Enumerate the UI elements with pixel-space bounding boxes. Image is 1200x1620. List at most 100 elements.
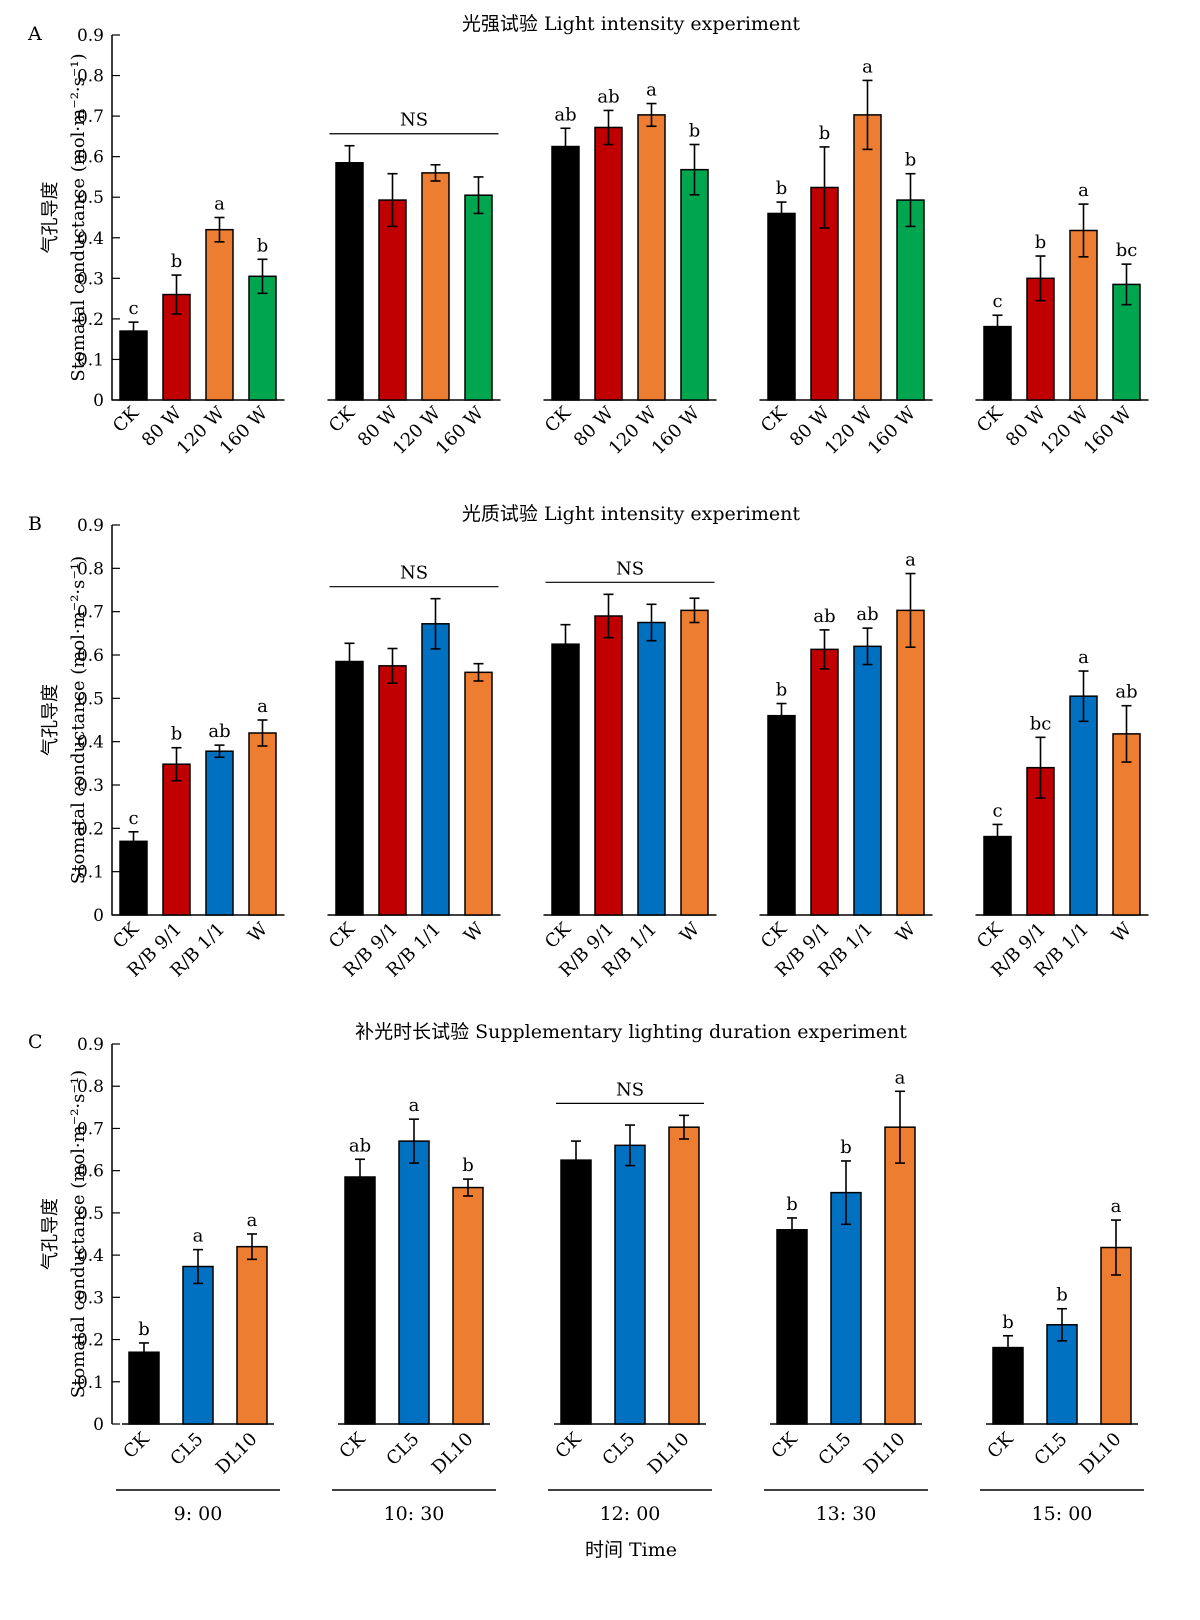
panel-title: 光质试验 Light intensity experiment: [462, 503, 800, 525]
bar-120-w: [637, 114, 666, 401]
time-axis: 9: 00 10: 30 12: 00 13: 30 15: 00 时间 Time: [116, 1489, 1144, 1561]
bar-r-b-1-1: [1069, 695, 1098, 916]
category-label: CL5: [166, 1429, 207, 1470]
y-tick-label: 0.5: [77, 188, 104, 208]
significance-letter: a: [895, 1067, 906, 1088]
y-tick-label: 0.9: [77, 1035, 104, 1055]
y-tick-label: 0.7: [77, 603, 104, 623]
significance-letter: a: [409, 1095, 420, 1116]
ns-label: NS: [400, 110, 428, 131]
significance-letter: b: [819, 123, 831, 144]
significance-letter: ab: [349, 1135, 371, 1156]
category-label: CK: [983, 1428, 1017, 1462]
significance-letter: a: [1111, 1196, 1122, 1217]
significance-letter: b: [1002, 1312, 1014, 1333]
category-label: CK: [767, 1428, 801, 1462]
bar-r-b-1-1: [205, 750, 234, 916]
bar-ck: [344, 1176, 376, 1425]
significance-letter: a: [247, 1210, 258, 1231]
bar-120-w: [205, 228, 234, 401]
y-tick-label: 0.6: [77, 646, 104, 666]
significance-letter: a: [214, 194, 225, 215]
panel-label: A: [27, 23, 42, 45]
bar-ck: [992, 1346, 1024, 1425]
category-label: CK: [109, 918, 143, 952]
bar-group-5: b CK b CL5 a DL10: [983, 1196, 1138, 1478]
bar-ck: [335, 162, 364, 401]
panel-b-light-quality: B 光质试验 Light intensity experiment 0 0.1 0.2 0…: [28, 503, 1149, 981]
category-label: W: [460, 918, 488, 946]
bar-dl10: [668, 1126, 700, 1425]
y-tick-label: 0.8: [77, 1077, 104, 1097]
bar-160-w: [896, 199, 925, 401]
significance-letter: a: [1078, 180, 1089, 201]
category-label: W: [892, 918, 920, 946]
significance-letter: ab: [597, 86, 619, 107]
category-label: DL10: [428, 1429, 478, 1479]
category-label: CK: [325, 918, 359, 952]
bar-80-w: [594, 126, 623, 401]
bar-group-4: b CK b CL5 a DL10: [767, 1067, 922, 1478]
time-label: 9: 00: [174, 1503, 223, 1525]
significance-letter: a: [257, 696, 268, 717]
y-tick-label: 0.1: [77, 863, 104, 883]
time-label: 13: 30: [816, 1503, 877, 1525]
bar-r-b-9-1: [810, 648, 839, 916]
significance-letter: b: [776, 680, 788, 701]
y-tick-label: 0.6: [77, 1162, 104, 1182]
significance-letter: b: [840, 1137, 852, 1158]
category-label: W: [244, 918, 272, 946]
category-label: DL10: [212, 1429, 262, 1479]
category-label: CK: [551, 1428, 585, 1462]
significance-letter: b: [776, 178, 788, 199]
category-label: CK: [109, 402, 143, 436]
bar-ck: [551, 643, 580, 916]
bar-cl5: [182, 1265, 214, 1425]
bar-r-b-1-1: [421, 623, 450, 916]
significance-letter: c: [992, 800, 1002, 821]
bar-120-w: [853, 114, 882, 401]
bar-ck: [335, 660, 364, 916]
significance-letter: b: [257, 235, 269, 256]
bar-dl10: [884, 1126, 916, 1425]
bar-ck: [776, 1229, 808, 1425]
bar-160-w: [680, 168, 709, 401]
category-label: W: [676, 918, 704, 946]
bar-dl10: [452, 1186, 484, 1425]
significance-letter: c: [128, 298, 138, 319]
bar-group-1: b CK a CL5 a DL10: [119, 1210, 274, 1478]
significance-letter: b: [462, 1155, 474, 1176]
y-axis-title-en: Stomatal conductance (mol·m⁻²·s⁻¹): [68, 53, 89, 381]
category-label: DL10: [860, 1429, 910, 1479]
significance-letter: b: [1035, 232, 1047, 253]
y-tick-label: 0.4: [77, 1246, 104, 1266]
significance-letter: b: [138, 1319, 150, 1340]
category-label: DL10: [1076, 1429, 1126, 1479]
y-tick-label: 0.2: [77, 819, 104, 839]
y-tick-label: 0: [93, 1415, 104, 1435]
significance-letter: b: [171, 251, 183, 272]
category-label: CL5: [1030, 1429, 1071, 1470]
y-tick-label: 0.9: [77, 26, 104, 46]
category-label: CK: [541, 918, 575, 952]
bar-w: [464, 671, 493, 916]
y-axis-title-cn: 气孔导度: [40, 182, 61, 254]
category-label: CK: [973, 402, 1007, 436]
significance-letter: bc: [1116, 240, 1138, 261]
bar-ck: [983, 325, 1012, 401]
y-axis-title-cn: 气孔导度: [40, 684, 61, 756]
significance-letter: ab: [813, 606, 835, 627]
y-tick-label: 0.3: [77, 269, 104, 289]
bar-r-b-1-1: [853, 645, 882, 916]
category-label: CK: [119, 1428, 153, 1462]
bar-ck: [983, 835, 1012, 916]
bar-160-w: [464, 194, 493, 401]
category-label: CK: [335, 1428, 369, 1462]
panel-c-lighting-duration: C 补光时长试验 Supplementary lighting duration …: [28, 1021, 1138, 1478]
significance-letter: c: [128, 808, 138, 829]
y-tick-label: 0.4: [77, 733, 104, 753]
y-tick-label: 0.7: [77, 107, 104, 127]
